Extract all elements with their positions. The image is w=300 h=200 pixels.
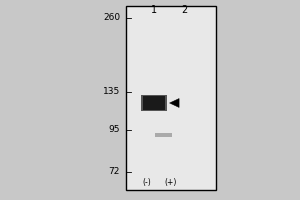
Text: 1: 1 [152,5,158,15]
Bar [126,6,216,190]
Text: (+): (+) [164,178,177,186]
Text: 72: 72 [109,168,120,176]
Polygon shape [169,99,179,107]
Text: 95: 95 [109,126,120,134]
Text: 2: 2 [182,5,188,15]
Bar [141,95,167,111]
Bar [155,133,172,137]
Bar [143,96,165,110]
Text: 260: 260 [103,14,120,22]
Text: 135: 135 [103,88,120,97]
Text: (-): (-) [142,178,151,186]
